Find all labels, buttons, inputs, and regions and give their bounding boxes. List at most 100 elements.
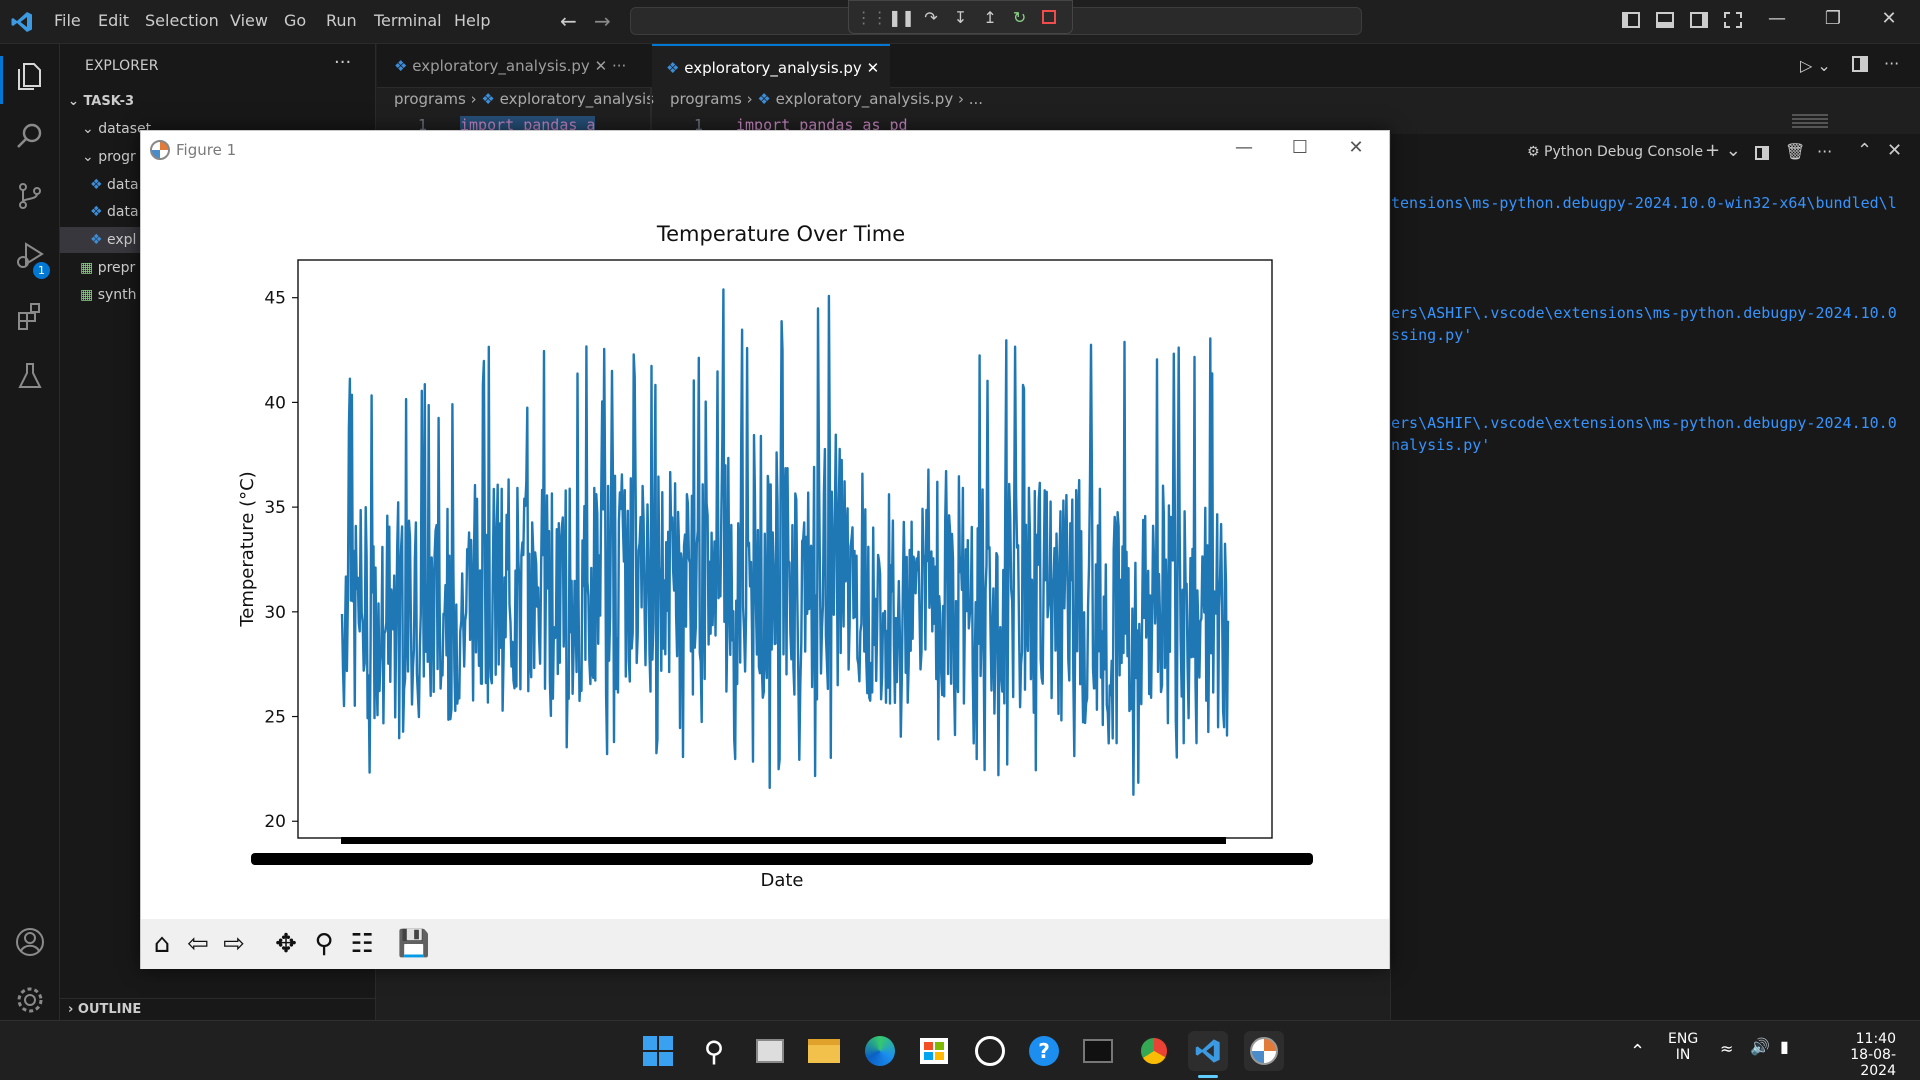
testing-flask-icon[interactable] <box>14 360 46 392</box>
accounts-icon[interactable] <box>14 926 46 958</box>
vscode-taskbar-icon[interactable] <box>1188 1031 1228 1071</box>
stop-icon[interactable] <box>1038 6 1060 28</box>
file-row[interactable]: ▦ prepr <box>80 260 136 276</box>
save-icon[interactable]: 💾 <box>397 929 431 959</box>
matplotlib-figure-window: Figure 1 — ☐ ✕ Temperature Over Time 20 2… <box>140 130 1390 969</box>
step-over-icon[interactable]: ↷ <box>924 7 938 27</box>
python-file-icon: ❖ <box>90 232 103 248</box>
tab-left-editor[interactable]: ❖ exploratory_analysis.py ✕ ··· <box>394 57 627 75</box>
maximize-panel-icon[interactable]: ⌃ <box>1857 140 1873 161</box>
wifi-icon[interactable]: ≈ <box>1720 1039 1734 1058</box>
menu-file[interactable]: File <box>54 11 81 30</box>
run-debug-icon[interactable] <box>14 240 46 272</box>
forward-icon[interactable]: ⇨ <box>223 929 245 959</box>
clock[interactable]: 11:40 18-08-2024 <box>1850 1031 1896 1079</box>
figure-close-icon[interactable]: ✕ <box>1348 137 1364 158</box>
vscode-logo-icon[interactable] <box>10 10 34 34</box>
configure-subplots-icon[interactable]: ☷ <box>350 929 374 959</box>
customize-layout-icon[interactable] <box>1724 12 1742 28</box>
folder-dataset[interactable]: ⌄ dataset <box>82 121 152 137</box>
file-explorer-icon[interactable] <box>804 1031 844 1071</box>
language-indicator[interactable]: ENG IN <box>1668 1031 1699 1063</box>
split-terminal-icon[interactable] <box>1755 146 1769 160</box>
y-tick-label: 35 <box>264 498 286 518</box>
figure-maximize-icon[interactable]: ☐ <box>1291 137 1309 158</box>
menu-edit[interactable]: Edit <box>98 11 129 30</box>
terminal-selector[interactable]: ⚙ Python Debug Console <box>1527 144 1704 160</box>
line-number: 1 <box>694 116 704 134</box>
menu-terminal[interactable]: Terminal <box>374 11 442 30</box>
terminal-line: nalysis.py' <box>1391 436 1491 454</box>
close-tab-icon[interactable]: ✕ <box>866 59 880 77</box>
pause-icon[interactable]: ❚❚ <box>887 7 915 27</box>
pan-icon[interactable]: ✥ <box>275 929 297 959</box>
app-circle-icon[interactable] <box>970 1031 1010 1071</box>
workspace-folder[interactable]: ⌄ TASK-3 <box>68 94 135 109</box>
matplotlib-taskbar-icon[interactable] <box>1244 1031 1284 1071</box>
explorer-more-icon[interactable]: ··· <box>334 52 352 73</box>
new-terminal-icon[interactable]: + ⌄ <box>1705 140 1741 161</box>
microsoft-store-icon[interactable] <box>914 1031 954 1071</box>
search-icon[interactable] <box>14 120 46 152</box>
home-icon[interactable]: ⌂ <box>153 929 171 959</box>
kill-terminal-icon[interactable]: 🗑 <box>1785 142 1806 161</box>
close-tab-icon[interactable]: ✕ <box>594 57 608 75</box>
step-out-icon[interactable]: ↥ <box>983 7 997 27</box>
settings-gear-icon[interactable] <box>14 984 46 1016</box>
minimap[interactable] <box>1792 114 1828 128</box>
figure-minimize-icon[interactable]: — <box>1235 137 1253 158</box>
explorer-icon[interactable] <box>14 60 46 92</box>
windows-start-icon[interactable] <box>638 1031 678 1071</box>
edge-browser-icon[interactable] <box>860 1031 900 1071</box>
toggle-sidebar-icon[interactable] <box>1622 12 1640 28</box>
help-icon[interactable]: ? <box>1024 1031 1064 1071</box>
step-into-icon[interactable]: ↧ <box>953 7 968 27</box>
show-hidden-icons[interactable]: ⌃ <box>1630 1041 1646 1062</box>
run-python-icon[interactable]: ▷ ⌄ <box>1800 56 1831 75</box>
forward-arrow-icon[interactable]: → <box>594 9 611 33</box>
close-panel-icon[interactable]: ✕ <box>1887 140 1903 161</box>
toggle-secondary-sidebar-icon[interactable] <box>1690 12 1708 28</box>
series-line <box>340 288 1230 796</box>
outline-section[interactable]: › OUTLINE <box>60 998 376 1020</box>
task-view-icon[interactable] <box>750 1031 790 1071</box>
file-row[interactable]: ❖ data <box>90 204 139 220</box>
python-file-icon: ❖ <box>481 90 495 108</box>
volume-icon[interactable]: 🔊 <box>1750 1037 1770 1056</box>
active-app-indicator <box>1198 1075 1218 1078</box>
taskbar-search-icon[interactable]: ⚲ <box>703 1034 725 1068</box>
code-line-right[interactable]: import pandas as pd <box>736 116 908 134</box>
file-row[interactable]: ▦ synth <box>80 287 137 303</box>
menu-selection[interactable]: Selection <box>145 11 219 30</box>
close-window-icon[interactable]: ✕ <box>1881 8 1897 29</box>
battery-icon[interactable]: ▮ <box>1780 1037 1789 1056</box>
figure-window-title: Figure 1 <box>176 141 237 159</box>
folder-programs[interactable]: ⌄ progr <box>82 149 136 165</box>
code-line-left[interactable]: import pandas a <box>460 116 596 134</box>
activity-bar: 1 <box>0 44 60 1020</box>
editor-split-divider[interactable] <box>650 88 652 132</box>
editor-more-icon[interactable]: ··· <box>1884 54 1900 73</box>
terminal-app-icon[interactable] <box>1078 1031 1118 1071</box>
menu-go[interactable]: Go <box>284 11 307 30</box>
restore-icon[interactable]: ❐ <box>1824 8 1842 29</box>
menu-run[interactable]: Run <box>326 11 357 30</box>
minimize-icon[interactable]: — <box>1768 8 1786 29</box>
extensions-icon[interactable] <box>14 300 46 332</box>
menu-view[interactable]: View <box>230 11 268 30</box>
menu-help[interactable]: Help <box>454 11 491 30</box>
toggle-panel-icon[interactable] <box>1656 12 1674 28</box>
more-actions-icon[interactable]: ··· <box>611 57 627 75</box>
chrome-browser-icon[interactable] <box>1134 1031 1174 1071</box>
source-control-icon[interactable] <box>14 180 46 212</box>
figure-toolbar: ⌂ ⇦ ⇨ ✥ ⚲ ☷ 💾 <box>141 919 1389 969</box>
restart-icon[interactable]: ↻ <box>1012 7 1027 27</box>
panel-more-icon[interactable]: ··· <box>1817 142 1833 161</box>
zoom-icon[interactable]: ⚲ <box>314 929 334 959</box>
drag-handle-icon[interactable]: ⋮⋮ <box>855 7 888 27</box>
tab-right-editor-active[interactable]: ❖ exploratory_analysis.py ✕ <box>652 44 890 88</box>
back-arrow-icon[interactable]: ← <box>560 9 577 33</box>
split-editor-icon[interactable] <box>1852 56 1868 72</box>
back-icon[interactable]: ⇦ <box>187 929 209 959</box>
file-row[interactable]: ❖ data <box>90 177 139 193</box>
